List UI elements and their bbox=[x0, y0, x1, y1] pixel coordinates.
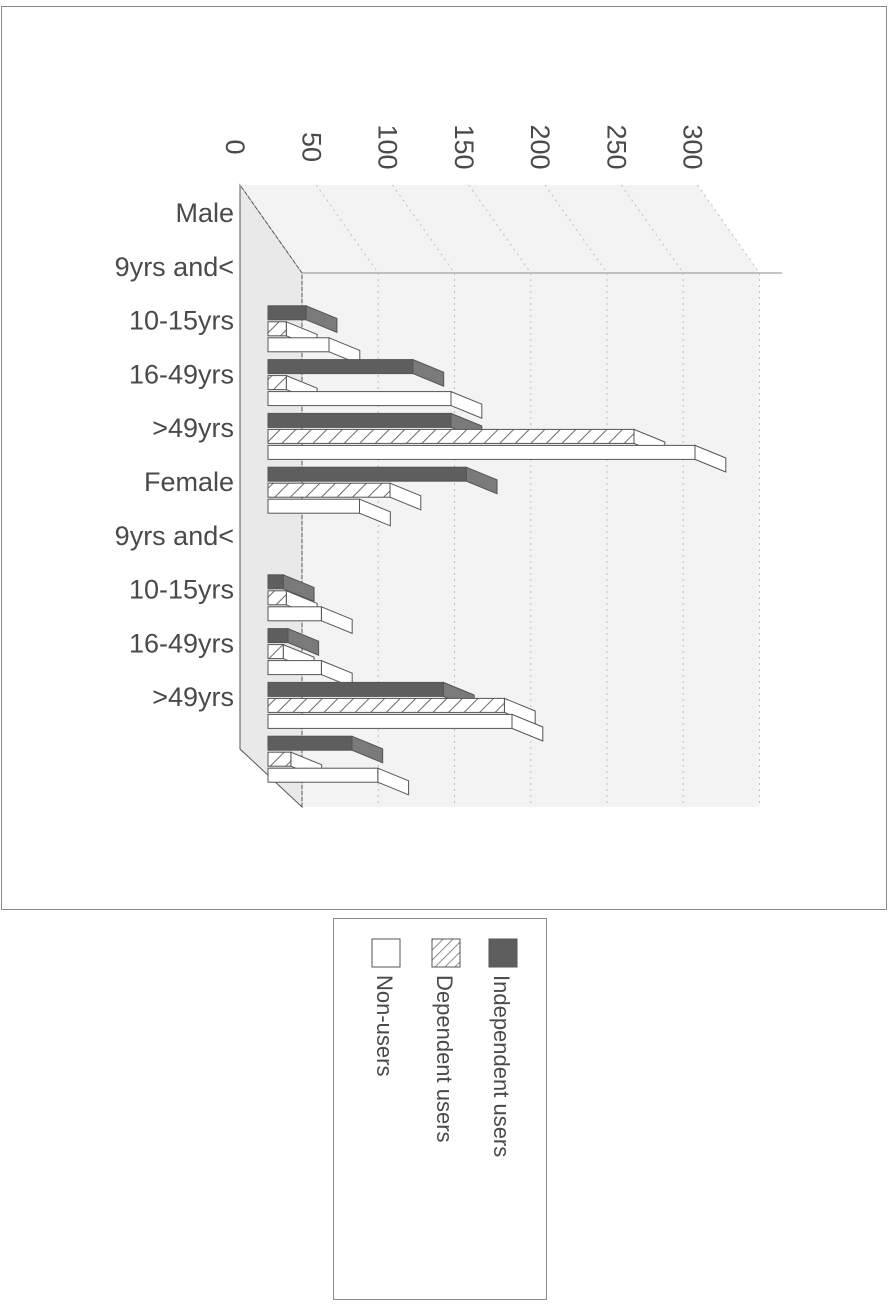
bar-independent-2 bbox=[267, 358, 445, 387]
bar-nonusers-1-front bbox=[267, 337, 330, 353]
bar-dependent-3 bbox=[267, 428, 666, 457]
bar-nonusers-9-front bbox=[267, 767, 379, 783]
legend: Independent users Dependent users Non-us… bbox=[333, 918, 547, 1300]
legend-swatch-dependent bbox=[431, 938, 461, 968]
bar-independent-6-front bbox=[267, 574, 284, 590]
bar-independent-2-front bbox=[267, 359, 414, 375]
bar-independent-4 bbox=[267, 466, 498, 495]
bar-dependent-6-front bbox=[267, 590, 287, 606]
category-label-8: 16-49yrs bbox=[129, 628, 234, 658]
axis-tick-label-50: 50 bbox=[296, 132, 326, 162]
bars bbox=[267, 305, 727, 796]
bar-dependent-3-front bbox=[267, 428, 635, 444]
bar-nonusers-4-front bbox=[267, 498, 360, 514]
category-label-0: Male bbox=[175, 198, 234, 228]
bar-nonusers-4 bbox=[267, 498, 391, 527]
legend-swatch-independent bbox=[488, 938, 518, 968]
bar-independent-8-front bbox=[267, 681, 444, 697]
bar-nonusers-1 bbox=[267, 337, 361, 366]
bar-dependent-4 bbox=[267, 482, 422, 511]
bar-dependent-4-front bbox=[267, 482, 391, 498]
axis-tick-label-100: 100 bbox=[373, 124, 403, 169]
category-label-3: 16-49yrs bbox=[129, 359, 234, 389]
bar-independent-7-front bbox=[267, 628, 289, 644]
bar-nonusers-6 bbox=[267, 606, 353, 635]
bar-independent-9-front bbox=[267, 735, 353, 751]
bar-independent-1-front bbox=[267, 305, 307, 321]
bar-dependent-8-front bbox=[267, 697, 505, 713]
axis-tick-label-200: 200 bbox=[525, 124, 555, 169]
category-label-7: 10-15yrs bbox=[129, 575, 234, 605]
bar-nonusers-8 bbox=[267, 713, 544, 742]
category-label-1: 9yrs and< bbox=[115, 252, 234, 282]
legend-swatch-nonusers bbox=[371, 938, 401, 968]
bar-dependent-2-front bbox=[267, 375, 287, 391]
legend-label-dependent: Dependent users bbox=[432, 975, 457, 1143]
chart-frame: 0 50 100 150 200 250 300 Male 9yrs and< 10-15yrs… bbox=[1, 6, 887, 910]
category-label-6: 9yrs and< bbox=[115, 521, 234, 551]
bar-dependent-1-front bbox=[267, 321, 287, 337]
bar-nonusers-2-front bbox=[267, 391, 452, 407]
back-wall bbox=[240, 185, 760, 807]
category-label-2: 10-15yrs bbox=[129, 306, 234, 336]
bar-nonusers-7-front bbox=[267, 660, 322, 676]
axis-tick-label-150: 150 bbox=[449, 124, 479, 169]
legend-svg: Independent users Dependent users Non-us… bbox=[371, 938, 518, 1157]
axis-ticks: 0 50 100 150 200 250 300 bbox=[220, 124, 708, 169]
category-label-9: >49yrs bbox=[152, 682, 234, 712]
legend-label-nonusers: Non-users bbox=[372, 975, 397, 1076]
bar-nonusers-3 bbox=[267, 444, 727, 473]
category-labels: Male 9yrs and< 10-15yrs 16-49yrs >49yrs Femal… bbox=[115, 198, 234, 712]
category-label-5: Female bbox=[144, 467, 234, 497]
bar-nonusers-7 bbox=[267, 659, 353, 688]
axis-tick-label-250: 250 bbox=[601, 124, 631, 169]
bar-nonusers-8-front bbox=[267, 713, 513, 729]
chart-svg: 0 50 100 150 200 250 300 Male 9yrs and< 10-15yrs… bbox=[115, 124, 782, 809]
bar-nonusers-3-front bbox=[267, 444, 696, 460]
bar-independent-9 bbox=[267, 735, 384, 764]
bar-independent-4-front bbox=[267, 466, 467, 482]
axis-tick-label-0: 0 bbox=[220, 139, 250, 154]
bar-dependent-9-front bbox=[267, 751, 292, 767]
bar-independent-1 bbox=[267, 305, 338, 334]
bar-independent-3-front bbox=[267, 412, 452, 428]
bar-independent-7 bbox=[267, 627, 320, 656]
bar-nonusers-6-front bbox=[267, 606, 322, 622]
category-label-4: >49yrs bbox=[152, 413, 234, 443]
bar-nonusers-9 bbox=[267, 767, 410, 796]
legend-label-independent: Independent users bbox=[489, 975, 514, 1157]
bar-dependent-8 bbox=[267, 697, 536, 726]
bar-nonusers-2 bbox=[267, 390, 483, 419]
bar-independent-6 bbox=[267, 574, 315, 603]
bar-dependent-7-front bbox=[267, 644, 284, 660]
axis-tick-label-300: 300 bbox=[678, 124, 708, 169]
